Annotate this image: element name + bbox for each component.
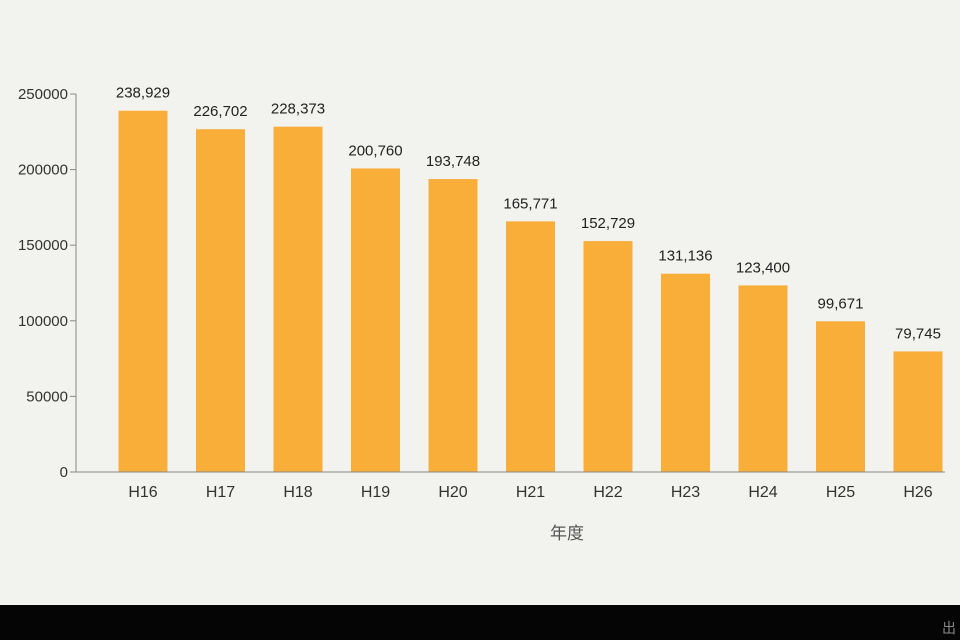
data-label: 165,771 [503,195,557,212]
x-axis-title: 年度 [550,524,584,543]
bar-h19 [351,168,400,473]
bar-h21 [506,221,555,472]
x-tick-label: H23 [671,484,700,501]
x-tick-label: H24 [748,484,777,501]
bars: 238,929 226,702 228,373 200,760 193,748 165,7… [116,85,943,473]
x-tick-label: H16 [128,484,157,501]
bar-h23 [661,273,710,472]
y-tick-label: 50000 [26,388,68,405]
bar-h16 [118,110,168,472]
bar-h17 [196,129,245,473]
x-tick-label: H25 [826,484,855,501]
bar-chart: 0 50000 100000 150000 200000 250000 238,929 22… [18,85,945,543]
x-tick-label: H22 [593,484,622,501]
x-tick-label: H21 [516,484,545,501]
y-tick-label: 250000 [18,86,68,103]
data-label: 131,136 [658,248,712,265]
data-label: 152,729 [581,215,635,232]
bar-h24 [738,285,788,472]
bar-h22 [583,241,633,472]
y-tick-label: 0 [60,464,68,481]
bar-h20 [428,179,478,472]
y-axis: 0 50000 100000 150000 200000 250000 [18,86,77,481]
y-tick-label: 200000 [18,162,68,179]
x-tick-label: H19 [361,484,390,501]
data-label: 228,373 [271,101,325,118]
data-label: 123,400 [736,259,790,276]
data-label: 99,671 [818,295,864,312]
x-tick-label: H26 [903,484,932,501]
data-label: 79,745 [895,325,941,342]
y-tick-label: 150000 [18,237,68,254]
x-tick-label: H18 [283,484,312,501]
x-axis: H16 H17 H18 H19 H20 H21 H22 H23 H24 H25 H26 [76,471,945,501]
x-tick-label: H17 [206,484,235,501]
footer-bar: 出 [0,605,960,640]
y-tick-label: 100000 [18,313,68,330]
data-label: 226,702 [193,103,247,120]
data-label: 193,748 [426,153,480,170]
x-tick-label: H20 [438,484,467,501]
bar-h25 [816,321,865,472]
data-label: 200,760 [348,142,402,159]
bar-h26 [893,351,943,472]
footer-text: 出 [942,621,956,637]
data-label: 238,929 [116,85,170,102]
bar-h18 [273,126,323,473]
